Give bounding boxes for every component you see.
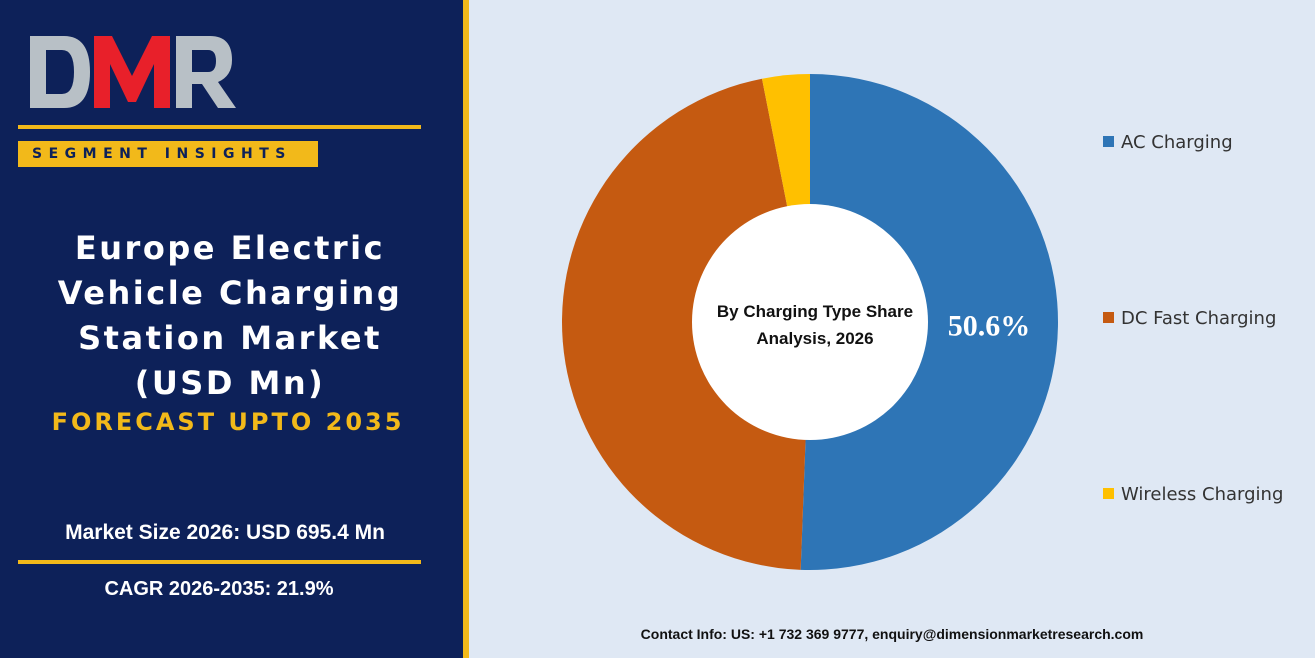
legend-item-dc-fast-charging: DC Fast Charging: [1103, 308, 1276, 329]
left-panel: SEGMENT INSIGHTS Europe Electric Vehicle…: [0, 0, 463, 658]
title-line: Station Market: [78, 319, 382, 357]
legend-item-wireless-charging: Wireless Charging: [1103, 484, 1283, 505]
title-line: (USD Mn): [134, 364, 326, 402]
legend-label: DC Fast Charging: [1121, 308, 1277, 329]
cagr-text: CAGR 2026-2035: 21.9%: [104, 578, 334, 600]
legend-swatch: [1103, 312, 1114, 323]
legend-label: AC Charging: [1121, 132, 1233, 153]
segment-insights-label: SEGMENT INSIGHTS: [18, 141, 318, 167]
legend-item-ac-charging: AC Charging: [1103, 132, 1233, 153]
slice-dc-fast-charging: [561, 78, 810, 570]
legend-label: Wireless Charging: [1121, 484, 1284, 505]
slice-ac-charging: [800, 74, 1058, 571]
title-line: Europe Electric: [74, 229, 386, 267]
donut-hole: [692, 204, 928, 440]
bottom-gold-rule: [18, 560, 421, 564]
legend-swatch: [1103, 488, 1114, 499]
contact-info: Contact Info: US: +1 732 369 9777, enqui…: [640, 626, 1144, 642]
title-line: Vehicle Charging: [57, 274, 403, 312]
top-gold-rule: [18, 125, 421, 129]
forecast-label: FORECAST UPTO 2035: [51, 408, 405, 436]
report-title: Europe Electric Vehicle Charging Station…: [20, 226, 440, 406]
donut-chart: By Charging Type Share Analysis, 2026 50…: [561, 74, 1058, 571]
market-size-text: Market Size 2026: USD 695.4 Mn: [65, 521, 385, 544]
chart-title-line-1: By Charging Type Share: [717, 302, 913, 321]
panel-divider: [463, 0, 469, 658]
chart-title-line-2: Analysis, 2026: [756, 329, 873, 348]
dmr-logo: [28, 30, 238, 112]
chart-panel: By Charging Type Share Analysis, 2026 50…: [469, 0, 1315, 658]
legend-swatch: [1103, 136, 1114, 147]
data-label-ac-charging: 50.6%: [948, 309, 1031, 342]
